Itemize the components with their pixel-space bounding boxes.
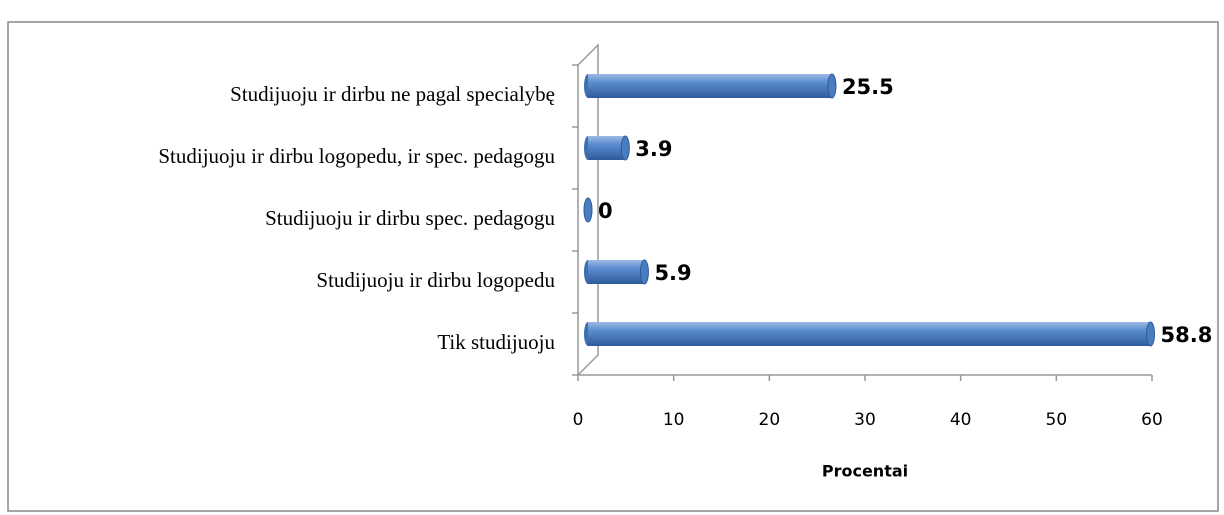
x-tick-label: 20: [759, 410, 781, 430]
bar-cap: [1146, 321, 1156, 347]
bar-cap: [827, 73, 837, 99]
bar-cap: [620, 135, 630, 161]
y-tick-label: Tik studijuoju: [437, 330, 555, 354]
bar: [588, 260, 645, 284]
bar: [588, 322, 1151, 346]
value-label: 0: [598, 199, 613, 223]
y-tick-label: Studijuoju ir dirbu logopedu, ir spec. p…: [158, 144, 555, 168]
y-tick-label: Studijuoju ir dirbu ne pagal specialybę: [230, 82, 555, 106]
value-label: 58.8: [1161, 323, 1213, 347]
x-tick-label: 30: [854, 410, 876, 430]
value-label: 5.9: [654, 261, 691, 285]
bar: [588, 74, 832, 98]
back-wall: [577, 43, 599, 376]
y-tick-label: Studijuoju ir dirbu spec. pedagogu: [265, 206, 555, 230]
x-axis-title: Procentai: [822, 462, 908, 481]
x-tick-label: 0: [573, 410, 584, 430]
bar: [588, 136, 626, 160]
x-tick-label: 10: [663, 410, 685, 430]
x-tick-label: 50: [1046, 410, 1068, 430]
y-tick-label: Studijuoju ir dirbu logopedu: [316, 268, 555, 292]
x-tick-label: 40: [950, 410, 972, 430]
bar-cap: [639, 259, 649, 285]
value-label: 3.9: [635, 137, 672, 161]
value-label: 25.5: [842, 75, 894, 99]
bar-cap: [583, 197, 593, 223]
x-tick-label: 60: [1141, 410, 1163, 430]
